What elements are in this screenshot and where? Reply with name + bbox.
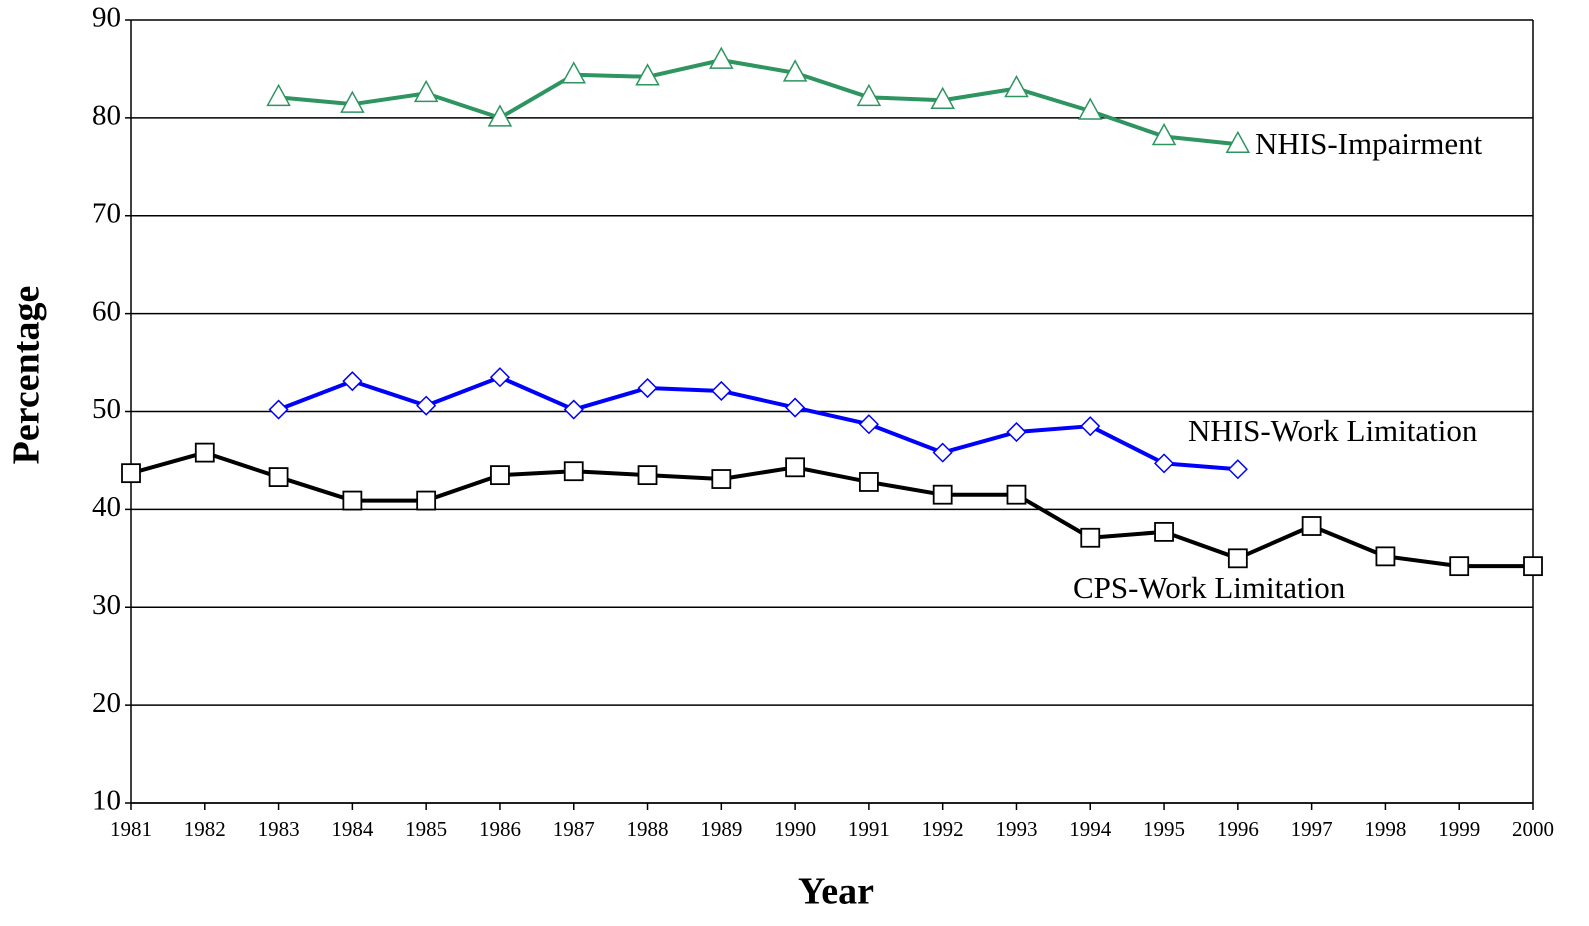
marker	[785, 397, 806, 418]
series-line	[277, 375, 1238, 472]
series-label: NHIS-Impairment	[1255, 126, 1483, 161]
x-axis-title: Year	[798, 871, 874, 913]
x-tick-label: 1987	[553, 817, 595, 841]
marker	[1449, 556, 1470, 577]
x-tick-label: 1994	[1069, 817, 1112, 841]
y-tick-label: 80	[92, 100, 121, 132]
x-tick-label: 2000	[1512, 817, 1554, 841]
x-tick-label: 1983	[258, 817, 300, 841]
marker	[932, 442, 953, 463]
marker	[490, 465, 510, 486]
y-tick-label: 20	[92, 687, 121, 719]
x-tick-label: 1989	[700, 817, 742, 841]
marker	[563, 461, 584, 482]
series-line	[278, 58, 1239, 147]
series-line	[130, 450, 1533, 569]
marker	[637, 377, 658, 399]
x-tick-label: 1982	[184, 817, 226, 841]
marker	[1006, 421, 1027, 443]
marker	[266, 83, 291, 107]
marker	[416, 395, 437, 416]
marker	[637, 465, 658, 486]
marker	[1077, 97, 1103, 120]
marker	[1301, 516, 1322, 536]
y-tick-label: 60	[92, 295, 121, 327]
x-tick-label: 1991	[848, 817, 890, 841]
marker	[489, 367, 511, 388]
marker	[340, 90, 365, 113]
marker	[711, 380, 732, 402]
marker	[561, 61, 587, 84]
y-tick-label: 70	[92, 197, 121, 229]
series-label: CPS-Work Limitation	[1073, 570, 1346, 605]
x-tick-label: 1988	[627, 817, 669, 841]
x-tick-label: 1985	[405, 817, 447, 841]
marker	[268, 399, 289, 420]
x-tick-label: 1992	[922, 817, 964, 841]
marker	[487, 104, 513, 127]
marker	[858, 472, 879, 492]
marker	[711, 469, 732, 489]
marker	[413, 79, 439, 103]
marker	[635, 63, 660, 86]
marker	[1523, 556, 1543, 577]
x-tick-label: 1997	[1291, 817, 1333, 841]
marker	[1006, 484, 1027, 505]
marker	[1151, 122, 1177, 146]
marker	[342, 490, 363, 511]
marker	[1375, 546, 1396, 567]
marker	[1227, 459, 1248, 480]
x-tick-label: 1995	[1143, 817, 1185, 841]
marker	[709, 46, 734, 69]
marker	[268, 467, 289, 487]
y-axis-title: Percentage	[6, 286, 48, 465]
marker	[858, 414, 879, 435]
x-tick-label: 1998	[1364, 817, 1406, 841]
x-tick-label: 1981	[110, 817, 152, 841]
series-label: NHIS-Work Limitation	[1188, 413, 1478, 448]
y-tick-label: 40	[92, 491, 121, 523]
marker	[121, 463, 141, 484]
marker	[1153, 453, 1175, 474]
marker	[1080, 527, 1101, 548]
y-tick-label: 50	[92, 393, 121, 425]
marker	[782, 59, 808, 82]
marker	[1080, 416, 1101, 437]
y-tick-label: 30	[92, 589, 121, 621]
x-tick-label: 1999	[1438, 817, 1480, 841]
marker	[932, 484, 953, 505]
marker	[416, 490, 437, 511]
marker	[563, 399, 584, 420]
marker	[1227, 548, 1248, 569]
marker	[1004, 74, 1029, 98]
marker	[1154, 521, 1174, 542]
marker	[856, 83, 882, 107]
marker	[342, 371, 363, 392]
x-tick-label: 1990	[774, 817, 816, 841]
y-tick-label: 90	[92, 2, 121, 34]
x-tick-label: 1986	[479, 817, 521, 841]
marker	[785, 457, 806, 478]
y-tick-label: 10	[92, 785, 121, 817]
x-tick-label: 1996	[1217, 817, 1259, 841]
x-tick-label: 1993	[995, 817, 1037, 841]
marker	[930, 86, 955, 110]
marker	[194, 442, 215, 463]
x-tick-label: 1984	[331, 817, 374, 841]
marker	[1225, 130, 1251, 154]
